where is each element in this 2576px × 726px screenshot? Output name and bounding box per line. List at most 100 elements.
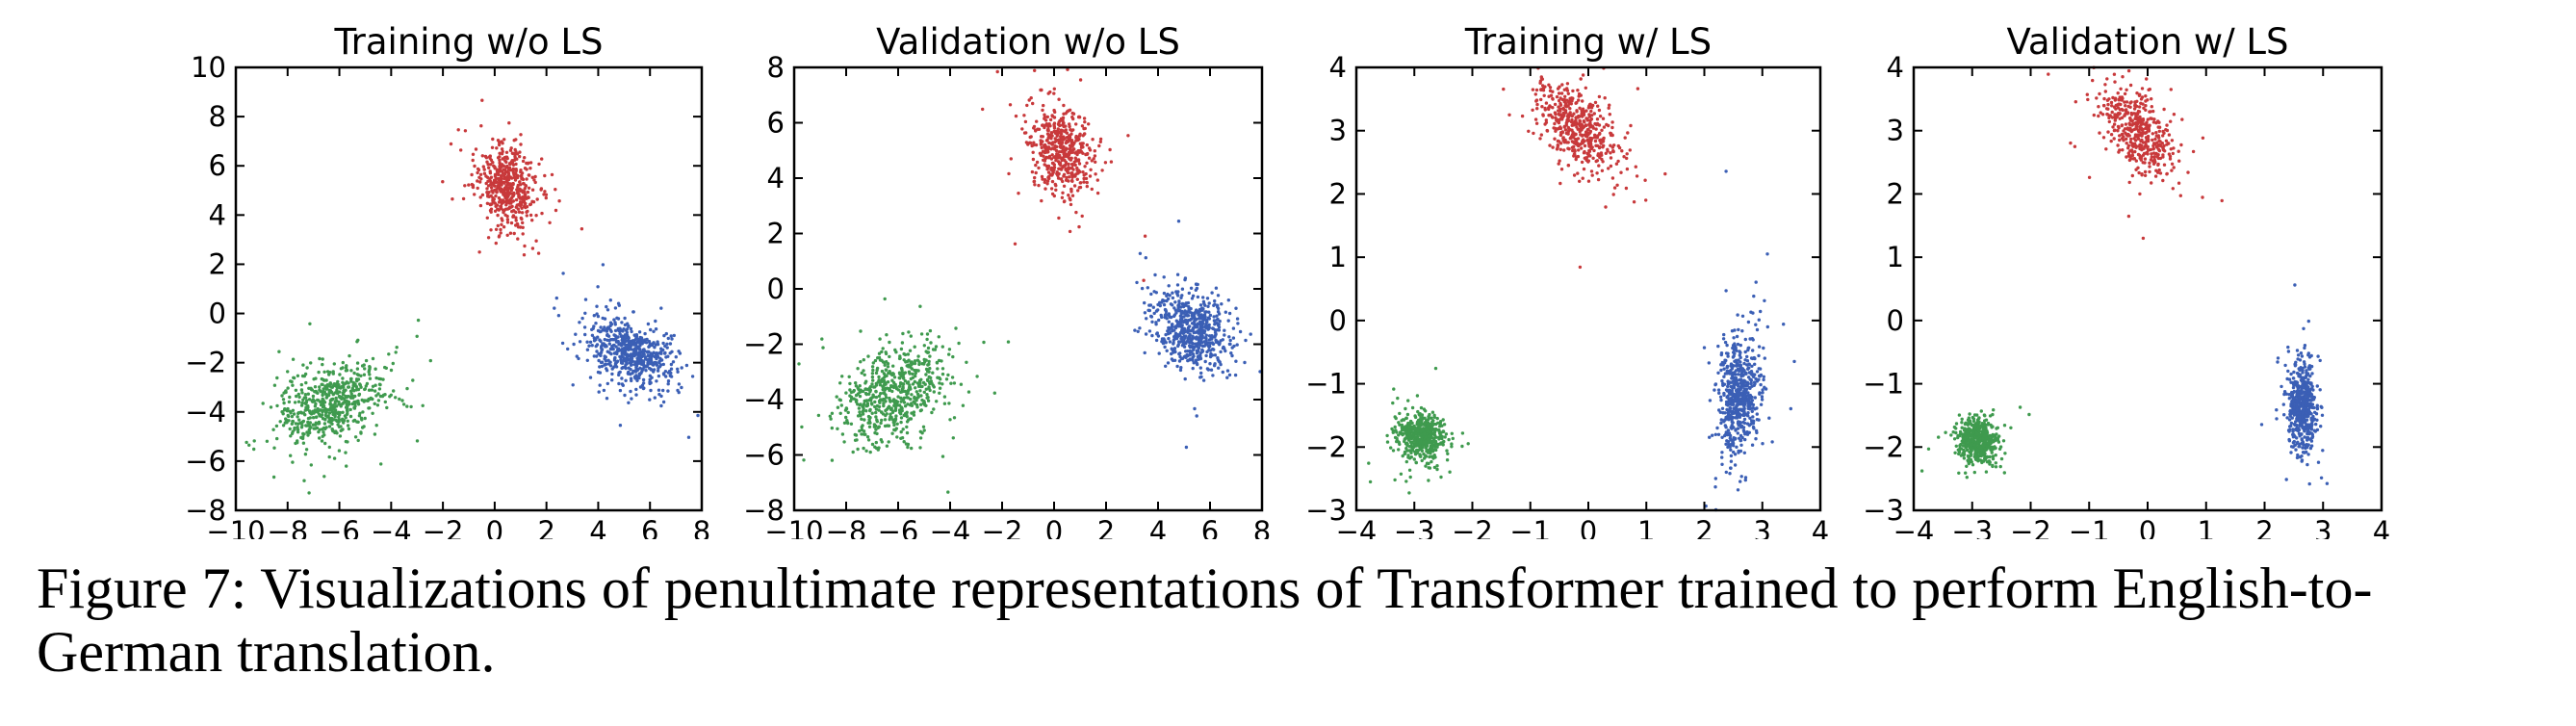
data-point	[1407, 491, 1411, 495]
data-point	[666, 336, 670, 341]
data-point	[1067, 162, 1070, 167]
data-point	[1746, 320, 1751, 324]
data-point	[374, 424, 378, 428]
data-point	[882, 391, 886, 395]
data-point	[865, 402, 870, 405]
data-point	[1062, 103, 1066, 108]
x-tick-label: 8	[693, 515, 710, 539]
data-point	[1072, 141, 1076, 145]
data-point	[512, 139, 516, 143]
data-point	[1572, 152, 1577, 156]
data-point	[608, 321, 613, 324]
data-point	[926, 399, 931, 402]
data-point	[864, 399, 869, 402]
data-point	[1391, 430, 1396, 434]
data-point	[1413, 415, 1418, 420]
data-point	[1149, 315, 1154, 319]
data-point	[653, 396, 657, 400]
data-point	[1192, 314, 1197, 319]
data-point	[401, 402, 406, 406]
data-point	[924, 403, 928, 407]
data-point	[1068, 167, 1072, 170]
data-point	[1075, 136, 1080, 140]
data-point	[1424, 454, 1428, 457]
x-tick-label: −6	[878, 515, 919, 539]
data-point	[1069, 128, 1072, 132]
data-point	[530, 175, 534, 179]
data-point	[1737, 449, 1740, 454]
data-point	[1399, 472, 1404, 476]
data-point	[1725, 343, 1729, 348]
data-point	[1217, 366, 1221, 370]
data-point	[612, 318, 616, 322]
data-point	[400, 399, 404, 402]
data-point	[1725, 366, 1729, 370]
data-point	[1566, 164, 1571, 168]
data-point	[1007, 171, 1011, 176]
data-point	[1749, 402, 1753, 406]
data-point	[1729, 438, 1734, 442]
data-point	[1751, 349, 1755, 352]
data-point	[344, 394, 348, 399]
data-point	[291, 419, 296, 424]
data-point	[617, 303, 621, 307]
data-point	[505, 218, 510, 221]
data-point	[1108, 147, 1112, 152]
data-point	[1213, 302, 1217, 306]
data-point	[1189, 286, 1194, 290]
data-point	[356, 402, 361, 406]
data-point	[873, 358, 878, 363]
data-point	[1558, 147, 1563, 151]
data-point	[858, 402, 862, 407]
data-point	[1551, 96, 1555, 101]
data-point	[349, 392, 353, 396]
data-point	[634, 393, 638, 397]
data-point	[1148, 303, 1153, 307]
data-point	[851, 450, 855, 454]
data-point	[1030, 169, 1035, 174]
data-point	[1039, 88, 1043, 92]
data-point	[296, 392, 300, 397]
data-point	[630, 329, 633, 334]
data-point	[296, 415, 299, 419]
data-point	[496, 139, 501, 143]
data-point	[1179, 296, 1183, 299]
data-point	[864, 449, 868, 453]
data-point	[1036, 127, 1040, 131]
data-point	[664, 331, 668, 336]
data-point	[1205, 367, 1210, 371]
data-point	[304, 448, 309, 452]
data-point	[1224, 310, 1228, 314]
data-point	[891, 385, 896, 390]
data-point	[441, 180, 445, 184]
data-point	[374, 394, 378, 398]
data-point	[633, 334, 637, 338]
y-tick-label: 4	[767, 162, 785, 194]
data-point	[1748, 377, 1752, 381]
data-point	[1080, 214, 1084, 219]
data-point	[300, 391, 304, 395]
data-point	[1065, 178, 1069, 182]
data-point	[1570, 114, 1575, 118]
data-point	[341, 410, 345, 414]
data-point	[676, 367, 680, 371]
data-point	[1735, 445, 1739, 449]
data-point	[1203, 303, 1207, 307]
data-point	[1069, 139, 1073, 143]
data-point	[535, 197, 539, 201]
data-point	[1398, 423, 1402, 427]
data-point	[659, 394, 663, 399]
data-point	[890, 378, 894, 382]
data-point	[504, 192, 508, 195]
data-point	[910, 411, 914, 415]
data-point	[1568, 107, 1572, 111]
data-point	[554, 188, 557, 192]
data-point	[1753, 381, 1757, 386]
data-point	[1085, 180, 1089, 185]
data-point	[627, 324, 631, 328]
data-point	[247, 443, 251, 447]
data-point	[1743, 437, 1747, 442]
data-point	[1749, 381, 1753, 385]
data-point	[471, 152, 476, 156]
data-point	[1212, 315, 1216, 319]
